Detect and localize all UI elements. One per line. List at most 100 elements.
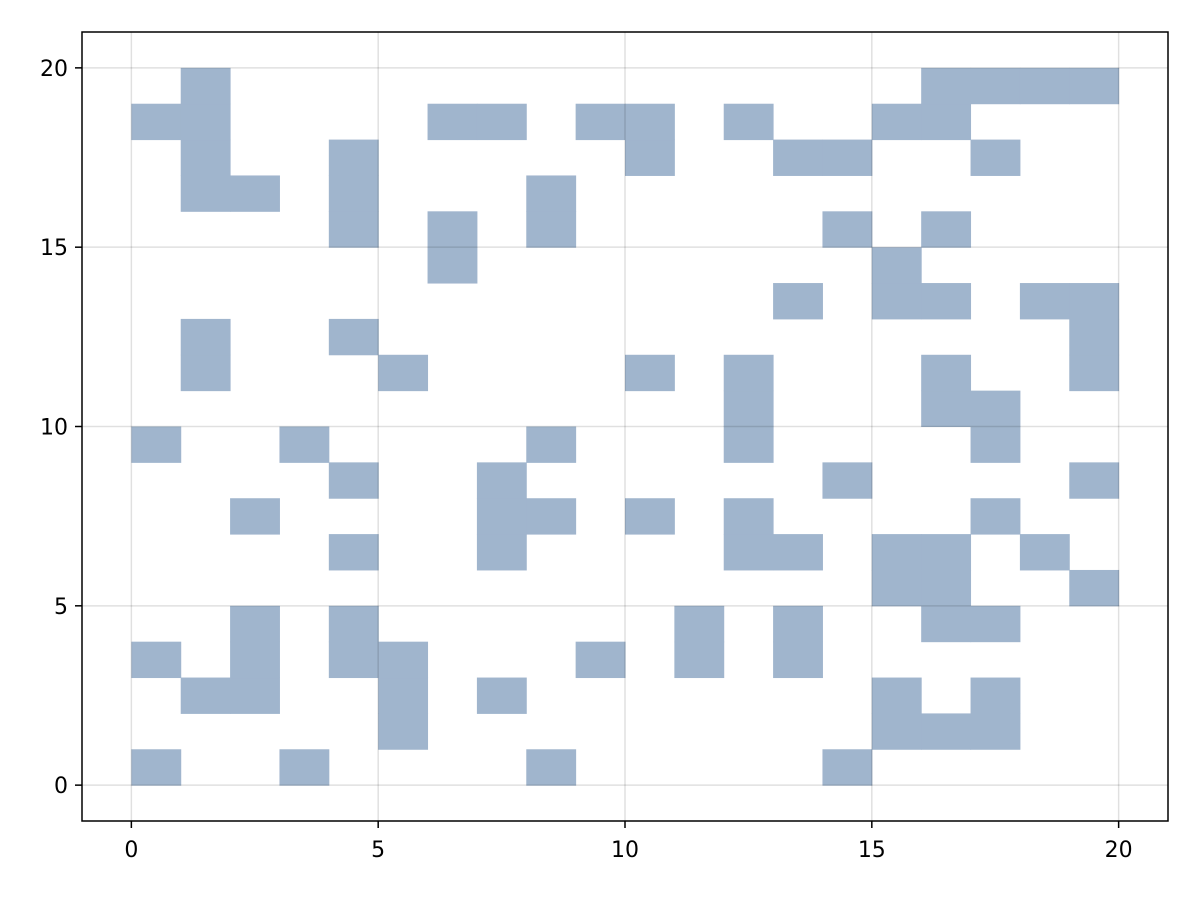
heatmap-cell [131,641,182,679]
heatmap-cell [723,534,774,571]
heatmap-cell [871,569,922,607]
heatmap-cell [378,713,429,750]
heatmap-cell [921,569,972,607]
heatmap-cell [180,103,231,141]
heatmap-cell [970,605,1021,643]
heatmap-cell [328,462,379,499]
heatmap-cell [328,641,379,679]
heatmap-cell [526,175,577,212]
heatmap-cell [970,426,1021,463]
heatmap-cell [921,103,972,141]
heatmap-cell [328,139,379,176]
heatmap-cell [822,749,873,786]
x-tick-label: 10 [611,838,639,863]
heatmap-cell [180,67,231,105]
heatmap-cell [328,534,379,571]
heatmap-cell [921,390,972,427]
ticks-layer: 0 5 10 15 20 0 5 10 15 20 [40,57,1133,863]
heatmap-cell [328,211,379,248]
heatmap-cell [328,318,379,356]
heatmap-cell [1019,534,1070,571]
heatmap-cell [427,211,478,248]
heatmap-cell [970,498,1021,535]
heatmap-cell [871,103,922,141]
heatmap-cell [476,534,527,571]
heatmap-cell [723,390,774,427]
heatmap-cell [575,641,626,679]
heatmap-cell [723,498,774,535]
heatmap-cell [526,498,577,535]
heatmap-cell [526,211,577,248]
heatmap-cell [625,498,675,535]
cells-layer [131,67,1120,786]
heatmap-cell [131,749,182,786]
heatmap-cell [526,749,577,786]
heatmap-cell [230,641,280,679]
heatmap-cell [921,534,972,571]
y-tick-label: 5 [54,595,68,620]
heatmap-cell [773,283,823,320]
heatmap-cell [921,605,972,643]
heatmap-cell [970,713,1021,750]
heatmap-cell [723,354,774,392]
heatmap-cell [674,641,725,679]
heatmap-cell [1069,569,1120,607]
heatmap-cell [180,677,231,714]
heatmap-cell [871,713,922,750]
heatmap-cell [822,139,873,176]
heatmap-cell [378,641,429,679]
heatmap-cell [773,139,823,176]
heatmap-cell [921,713,972,750]
heatmap-cell [674,605,725,643]
heatmap-cell [180,175,231,212]
heatmap-cell [1069,462,1120,499]
heatmap-cell [871,283,922,320]
heatmap-cell [1069,318,1120,356]
heatmap-cell [871,677,922,714]
heatmap-cell [773,641,823,679]
heatmap-cell [871,247,922,284]
heatmap-cell [822,211,873,248]
heatmap-cell [476,462,527,499]
heatmap-cell [230,677,280,714]
heatmap-cell [279,426,330,463]
heatmap-cell [526,426,577,463]
heatmap-cell [921,283,972,320]
y-tick-label: 10 [40,416,68,441]
heatmap-cell [230,498,280,535]
y-tick-label: 0 [54,774,68,799]
heatmap-cell [1069,67,1120,105]
heatmap-cell [378,677,429,714]
heatmap-cell [476,677,527,714]
heatmap-cell [476,498,527,535]
x-tick-label: 20 [1105,838,1133,863]
heatmap-cell [328,175,379,212]
x-tick-label: 0 [124,838,138,863]
heatmap-cell [279,749,330,786]
heatmap-cell [723,426,774,463]
heatmap-cell [871,534,922,571]
heatmap-cell [328,605,379,643]
heatmap-cell [427,247,478,284]
heatmap-cell [131,426,182,463]
heatmap-cell [1019,67,1070,105]
heatmap-cell [822,462,873,499]
heatmap-cell [476,103,527,141]
heatmap-cell [625,103,675,141]
heatmap-cell [970,390,1021,427]
heatmap-cell [723,103,774,141]
heatmap-cell [773,534,823,571]
grid-layer [82,32,1168,821]
heatmap-cell [970,139,1021,176]
heatmap-cell [131,103,182,141]
heatmap-cell [970,677,1021,714]
heatmap-cell [575,103,626,141]
heatmap-cell [1069,354,1120,392]
heatmap-cell [1069,283,1120,320]
heatmap-cell [230,175,280,212]
heatmap-cell [427,103,478,141]
heatmap-cell [180,139,231,176]
x-tick-label: 15 [858,838,886,863]
y-tick-label: 15 [40,236,68,261]
